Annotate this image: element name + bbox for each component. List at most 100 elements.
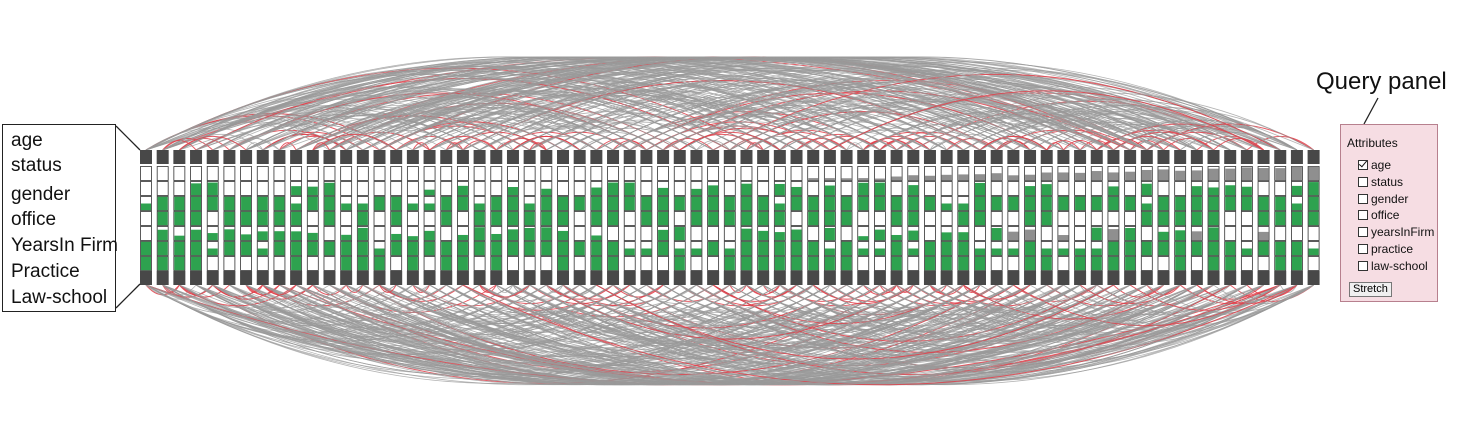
highlighted-edge	[996, 140, 1031, 151]
node-column[interactable]	[1307, 150, 1320, 285]
attribute-cell	[857, 211, 870, 226]
node-column[interactable]	[1174, 150, 1187, 285]
node-column[interactable]	[1207, 150, 1220, 285]
node-column[interactable]	[1257, 150, 1270, 285]
node-column[interactable]	[974, 150, 986, 285]
attribute-checkbox[interactable]	[1358, 193, 1368, 204]
node-column[interactable]	[1007, 150, 1020, 285]
node-column[interactable]	[657, 150, 670, 285]
attribute-fill	[441, 256, 452, 271]
node-column[interactable]	[940, 150, 953, 285]
node-column[interactable]	[156, 150, 169, 285]
node-column[interactable]	[573, 150, 586, 285]
node-column[interactable]	[473, 150, 486, 285]
node-column[interactable]	[490, 150, 503, 285]
attribute-fill	[1291, 166, 1302, 181]
node-column[interactable]	[1240, 150, 1253, 285]
node-column[interactable]	[590, 150, 603, 285]
attribute-option[interactable]: yearsInFirm	[1358, 225, 1434, 239]
attribute-fill	[257, 196, 268, 211]
node-column[interactable]	[206, 150, 219, 285]
node-column[interactable]	[907, 150, 920, 285]
node-column[interactable]	[1057, 150, 1070, 285]
node-column[interactable]	[840, 150, 853, 285]
attribute-fill	[1025, 186, 1036, 196]
node-column[interactable]	[256, 150, 269, 285]
node-column[interactable]	[807, 150, 820, 285]
attribute-checkbox[interactable]	[1358, 210, 1368, 221]
attribute-option[interactable]: status	[1358, 175, 1403, 189]
attribute-fill	[257, 231, 268, 241]
attribute-option[interactable]: office	[1358, 208, 1399, 222]
attribute-checkbox[interactable]	[1358, 176, 1368, 187]
node-column[interactable]	[540, 150, 553, 285]
node-column[interactable]	[190, 150, 203, 285]
node-column[interactable]	[823, 150, 836, 285]
node-column[interactable]	[423, 150, 436, 285]
node-column[interactable]	[290, 150, 303, 285]
node-column[interactable]	[1274, 150, 1287, 285]
node-column[interactable]	[640, 150, 653, 285]
node-column[interactable]	[223, 150, 236, 285]
node-bottom-block	[957, 271, 970, 285]
node-column[interactable]	[957, 150, 970, 285]
node-column[interactable]	[140, 150, 152, 285]
node-column[interactable]	[757, 150, 770, 285]
attribute-option[interactable]: practice	[1358, 242, 1413, 256]
node-column[interactable]	[506, 150, 519, 285]
node-column[interactable]	[406, 150, 419, 285]
node-column[interactable]	[740, 150, 753, 285]
attribute-checkbox[interactable]	[1358, 160, 1368, 170]
node-column[interactable]	[857, 150, 870, 285]
attribute-option[interactable]: law-school	[1358, 259, 1428, 273]
node-column[interactable]	[1157, 150, 1170, 285]
attribute-cell	[373, 166, 386, 181]
node-column[interactable]	[690, 150, 703, 285]
node-column[interactable]	[873, 150, 886, 285]
node-column[interactable]	[1224, 150, 1237, 285]
node-column[interactable]	[173, 150, 186, 285]
node-column[interactable]	[373, 150, 386, 285]
node-column[interactable]	[1040, 150, 1053, 285]
node-column[interactable]	[1190, 150, 1203, 285]
node-column[interactable]	[1124, 150, 1137, 285]
node-column[interactable]	[1140, 150, 1153, 285]
attribute-checkbox[interactable]	[1358, 260, 1368, 271]
node-column[interactable]	[707, 150, 720, 285]
attribute-fill	[441, 211, 452, 226]
attribute-checkbox[interactable]	[1358, 244, 1368, 254]
node-column[interactable]	[1290, 150, 1303, 285]
node-column[interactable]	[523, 150, 536, 285]
node-column[interactable]	[356, 150, 369, 285]
node-column[interactable]	[723, 150, 736, 285]
node-column[interactable]	[340, 150, 353, 285]
node-column[interactable]	[306, 150, 319, 285]
node-column[interactable]	[990, 150, 1003, 285]
node-column[interactable]	[773, 150, 786, 285]
node-column[interactable]	[890, 150, 903, 285]
node-column[interactable]	[623, 150, 636, 285]
attribute-option[interactable]: age	[1358, 158, 1391, 172]
node-column[interactable]	[1074, 150, 1087, 285]
highlighted-edge	[712, 284, 1098, 342]
node-column[interactable]	[1090, 150, 1103, 285]
node-column[interactable]	[240, 150, 253, 285]
attribute-cell	[1040, 226, 1053, 241]
node-column[interactable]	[923, 150, 936, 285]
node-column[interactable]	[557, 150, 569, 285]
stretch-button[interactable]: Stretch	[1349, 282, 1392, 297]
node-column[interactable]	[607, 150, 620, 285]
node-column[interactable]	[456, 150, 469, 285]
attribute-checkbox[interactable]	[1358, 227, 1368, 238]
attribute-option[interactable]: gender	[1358, 192, 1408, 206]
attribute-label: law-school	[1371, 258, 1428, 273]
node-column[interactable]	[440, 150, 453, 285]
node-column[interactable]	[273, 150, 286, 285]
node-column[interactable]	[1107, 150, 1120, 285]
node-column[interactable]	[323, 150, 336, 285]
node-column[interactable]	[390, 150, 403, 285]
node-column[interactable]	[1024, 150, 1037, 285]
attribute-fill	[924, 256, 935, 271]
node-column[interactable]	[790, 150, 803, 285]
node-column[interactable]	[673, 150, 686, 285]
